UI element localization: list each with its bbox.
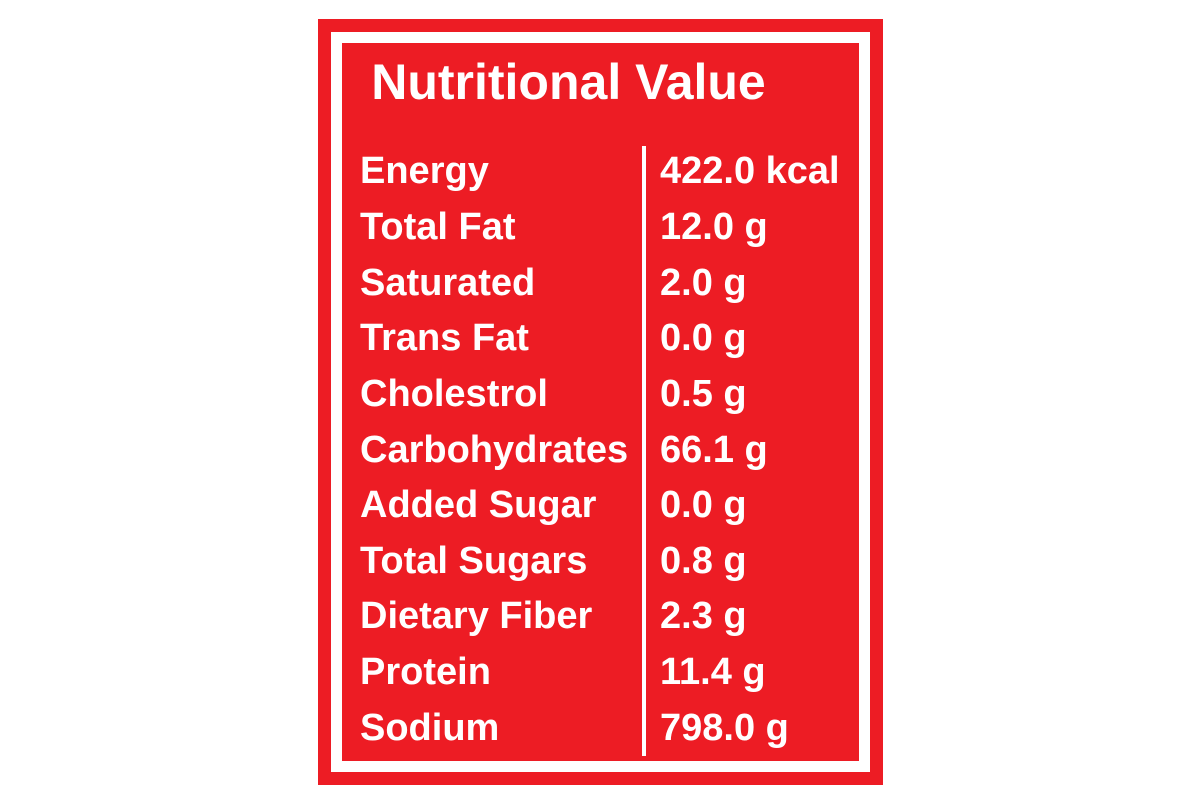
table-row: Added Sugar 0.0 g <box>342 478 859 534</box>
nutrient-name: Cholestrol <box>360 372 548 415</box>
nutrient-value: 11.4 g <box>660 651 766 694</box>
table-row: Saturated 2.0 g <box>342 255 859 311</box>
nutrient-name: Total Sugars <box>360 539 588 582</box>
nutrient-value: 0.5 g <box>660 372 747 415</box>
nutrition-label-inner: Nutritional Value Energy 422.0 kcal Tota… <box>342 43 859 761</box>
nutrient-value: 798.0 g <box>660 706 789 749</box>
table-row: Total Sugars 0.8 g <box>342 533 859 589</box>
nutrient-name: Protein <box>360 651 491 694</box>
label-white-border: Nutritional Value Energy 422.0 kcal Tota… <box>331 32 870 772</box>
table-row: Trans Fat 0.0 g <box>342 311 859 367</box>
nutrient-value: 422.0 kcal <box>660 150 840 193</box>
nutrition-table: Energy 422.0 kcal Total Fat 12.0 g Satur… <box>342 144 859 756</box>
nutrient-name: Trans Fat <box>360 317 529 360</box>
nutrition-label: Nutritional Value Energy 422.0 kcal Tota… <box>318 19 883 785</box>
nutrient-name: Added Sugar <box>360 484 597 527</box>
nutrient-name: Saturated <box>360 261 536 304</box>
table-row: Protein 11.4 g <box>342 645 859 701</box>
table-row: Cholestrol 0.5 g <box>342 367 859 423</box>
nutrient-value: 2.3 g <box>660 595 747 638</box>
nutrient-name: Energy <box>360 150 489 193</box>
nutrient-value: 0.0 g <box>660 484 747 527</box>
label-title: Nutritional Value <box>371 54 766 110</box>
nutrient-value: 0.8 g <box>660 539 747 582</box>
table-row: Sodium 798.0 g <box>342 700 859 756</box>
nutrient-value: 0.0 g <box>660 317 747 360</box>
nutrient-value: 12.0 g <box>660 205 768 248</box>
table-row: Energy 422.0 kcal <box>342 144 859 200</box>
nutrient-value: 66.1 g <box>660 428 768 471</box>
nutrient-name: Total Fat <box>360 205 516 248</box>
nutrient-value: 2.0 g <box>660 261 747 304</box>
nutrient-name: Carbohydrates <box>360 428 629 471</box>
nutrient-name: Sodium <box>360 706 500 749</box>
column-divider <box>642 146 646 756</box>
nutrient-name: Dietary Fiber <box>360 595 593 638</box>
table-row: Total Fat 12.0 g <box>342 200 859 256</box>
table-row: Carbohydrates 66.1 g <box>342 422 859 478</box>
table-row: Dietary Fiber 2.3 g <box>342 589 859 645</box>
